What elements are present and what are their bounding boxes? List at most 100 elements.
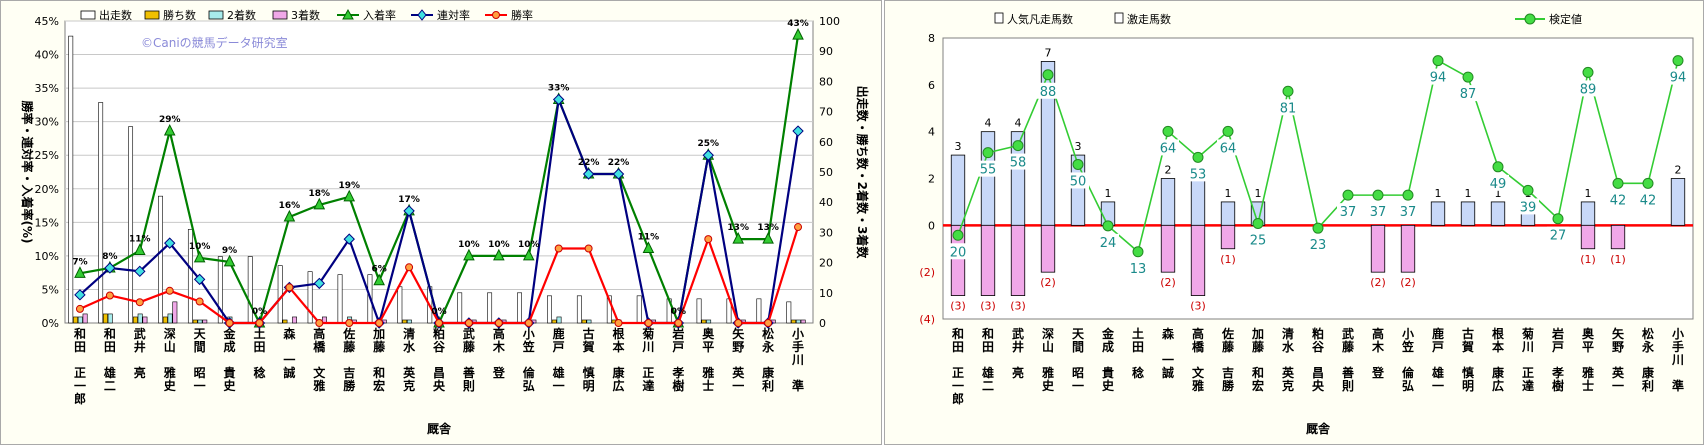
marker-triangle — [463, 248, 475, 261]
category-label: 岩戸 孝樹 — [1551, 326, 1564, 393]
marker-diamond — [343, 233, 355, 245]
peak-data-label: 10% — [458, 240, 480, 250]
category-label: 金成 貴史 — [223, 326, 237, 393]
legend-marker — [417, 9, 427, 21]
negative-bar — [1580, 224, 1596, 250]
positive-bar — [950, 154, 966, 226]
test-value-label: 64 — [1160, 141, 1177, 156]
test-value-marker — [1582, 66, 1594, 78]
category-label: 清水 英克 — [1282, 326, 1295, 393]
negative-bar — [1220, 224, 1236, 250]
legend-swatch — [994, 12, 1004, 24]
test-value-label-bg — [1577, 80, 1599, 97]
marker-circle — [614, 319, 623, 327]
test-value-label: 94 — [1430, 71, 1447, 86]
positive-bar — [1190, 178, 1206, 226]
y-tick-label: 0 — [928, 219, 935, 232]
bar-1 — [581, 319, 587, 324]
marker-diamond — [74, 289, 86, 301]
category-label: 小手川 準 — [1671, 326, 1684, 393]
test-value-label-bg — [1067, 172, 1089, 189]
test-value-label: 94 — [1670, 71, 1687, 86]
category-label: 小笠 倫弘 — [1401, 326, 1415, 393]
peak-data-label: 22% — [608, 158, 630, 168]
y-tick-label: 8 — [928, 32, 935, 45]
marker-diamond — [612, 168, 625, 180]
peak-data-label: 33% — [548, 84, 570, 94]
category-label: 天間 昭一 — [1072, 327, 1085, 393]
category-label: 松永 康利 — [761, 326, 775, 393]
test-value-label: 39 — [1520, 200, 1537, 215]
test-value-label: 42 — [1640, 193, 1657, 208]
category-label: 古賀 慎明 — [1461, 326, 1474, 393]
peak-data-label: 19% — [338, 181, 360, 191]
peak-data-label: 43% — [787, 19, 809, 29]
marker-diamond — [792, 125, 804, 137]
test-value-label: 58 — [1010, 156, 1027, 171]
legend-label: 勝率 — [511, 8, 533, 22]
bar-0 — [158, 195, 163, 324]
marker-circle — [494, 319, 503, 327]
marker-diamond — [134, 265, 146, 278]
bar-3 — [292, 316, 297, 324]
test-value-label-bg — [947, 243, 969, 260]
x-axis-title: 厩舎 — [1306, 421, 1331, 436]
test-value-label: 23 — [1310, 238, 1327, 253]
left-axis-title: 勝率・連対率・入着率(%) — [20, 101, 35, 244]
negative-count-label: (1) — [1220, 253, 1236, 266]
test-value-label: 49 — [1490, 177, 1507, 192]
test-value-marker — [1372, 189, 1384, 201]
positive-count-label: 3 — [955, 140, 962, 153]
right-tick-label: 100 — [819, 15, 840, 28]
marker-triangle — [133, 243, 146, 256]
category-label: 矢野 英一 — [732, 326, 745, 393]
right-tick-label: 90 — [819, 45, 833, 58]
test-value-marker — [1492, 161, 1504, 173]
category-label: 粕谷 昌央 — [1312, 326, 1325, 393]
bar-3 — [82, 313, 88, 324]
marker-circle — [315, 319, 324, 327]
marker-circle — [764, 319, 773, 327]
test-value-label-bg — [1007, 153, 1029, 170]
test-value-label-bg — [1157, 139, 1179, 156]
legend-label: 入着率 — [363, 8, 396, 22]
test-value-marker — [1072, 158, 1084, 170]
marker-circle — [225, 319, 234, 327]
legend-label: 検定値 — [1549, 12, 1582, 26]
bar-2 — [197, 319, 203, 324]
bar-0 — [576, 295, 582, 324]
negative-count-label: (3) — [1190, 300, 1206, 313]
y-tick-label: 2 — [928, 173, 935, 186]
test-value-label: 24 — [1100, 236, 1117, 251]
bar-2 — [137, 313, 143, 324]
bar-0 — [397, 286, 403, 324]
test-value-marker — [1282, 85, 1294, 97]
left-tick-label: 0% — [42, 317, 59, 330]
test-value-label-bg — [1427, 68, 1449, 85]
category-label: 菊川 正達 — [641, 326, 654, 393]
category-label: 武藤 善則 — [1341, 326, 1355, 393]
bar-2 — [586, 319, 592, 324]
left-tick-label: 20% — [35, 183, 59, 196]
test-value-marker — [1102, 220, 1114, 232]
bar-1 — [162, 316, 168, 324]
bar-0 — [756, 298, 762, 324]
marker-triangle — [193, 250, 206, 263]
marker-circle — [375, 319, 384, 327]
bar-0 — [307, 271, 313, 324]
test-value-label-bg — [1487, 174, 1509, 191]
marker-diamond — [313, 277, 326, 290]
test-value-marker — [1132, 246, 1144, 258]
negative-count-label: (2) — [1370, 276, 1386, 289]
test-value-marker — [952, 229, 964, 241]
watermark-text: ©Caniの競馬データ研究室 — [141, 35, 288, 50]
legend-label: 連対率 — [437, 8, 470, 22]
peak-data-label: 8% — [102, 252, 117, 262]
marker-circle — [734, 319, 743, 327]
y-tick-label: (2) — [919, 266, 935, 279]
bar-0 — [98, 102, 104, 324]
test-value-label-bg — [1307, 236, 1329, 253]
right-tick-label: 50 — [819, 166, 833, 179]
bar-0 — [606, 295, 612, 324]
category-label: 小手川 準 — [791, 326, 804, 393]
